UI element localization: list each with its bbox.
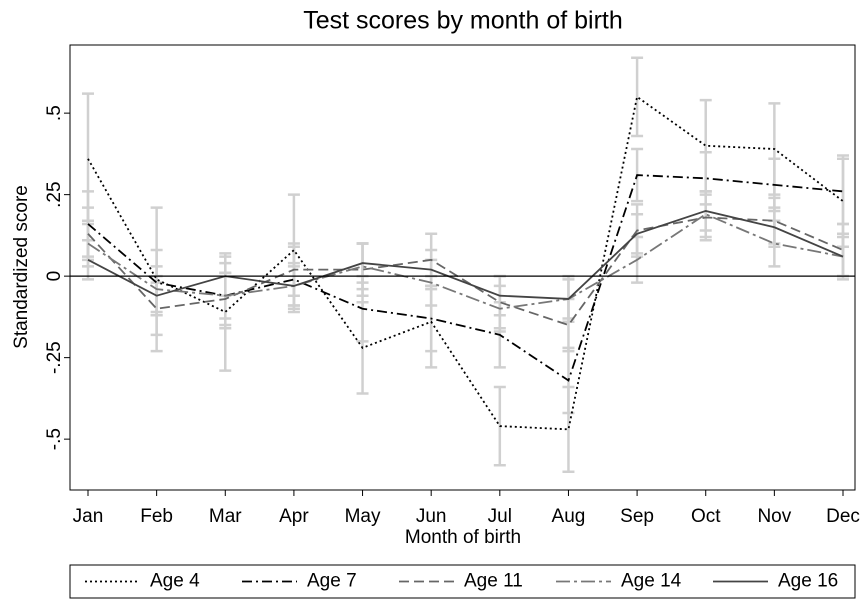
y-tick-label: .25: [44, 181, 65, 207]
chart-title: Test scores by month of birth: [303, 7, 623, 35]
x-tick-label: Oct: [691, 506, 721, 527]
error-bar: [82, 239, 94, 281]
legend-label: Age 11: [464, 571, 523, 592]
legend-label: Age 7: [307, 571, 357, 592]
x-axis-label: Month of birth: [405, 527, 521, 548]
series-line: [87, 174, 844, 382]
x-tick-label: Nov: [757, 506, 791, 527]
y-tick-label: 0: [44, 271, 65, 282]
x-tick-label: Sep: [620, 506, 654, 527]
y-tick-label: -.25: [44, 341, 65, 374]
series-line: [87, 210, 844, 300]
y-tick-label: .5: [44, 105, 65, 121]
x-tick-label: Jun: [416, 506, 447, 527]
x-tick-label: Jan: [73, 506, 104, 527]
error-bar: [631, 56, 644, 138]
series-line: [87, 216, 844, 327]
x-tick-label: Aug: [552, 506, 586, 527]
plot-frame: [69, 44, 856, 491]
legend-label: Age 4: [150, 571, 200, 592]
x-tick-label: Feb: [140, 506, 173, 527]
x-tick-label: Apr: [279, 506, 309, 527]
x-tick-label: May: [345, 506, 381, 527]
x-tick-label: Mar: [209, 506, 242, 527]
x-tick-label: Dec: [826, 506, 860, 527]
legend: Age 4 Age 7 Age 11 Age 14 Age 16: [69, 564, 856, 599]
y-tick-label: -.5: [44, 428, 65, 450]
legend-label: Age 14: [621, 571, 682, 592]
y-axis-label: Standardized score: [11, 185, 32, 349]
series-line: [87, 213, 844, 310]
x-tick-label: Jul: [488, 506, 512, 527]
lines: [87, 95, 844, 431]
axes: -.5 -.25 0 .25 .5 Jan Feb Mar Apr May Jun Jul Aug Sep…: [44, 44, 860, 527]
legend-label: Age 16: [778, 571, 838, 592]
error-bars: [82, 56, 849, 473]
